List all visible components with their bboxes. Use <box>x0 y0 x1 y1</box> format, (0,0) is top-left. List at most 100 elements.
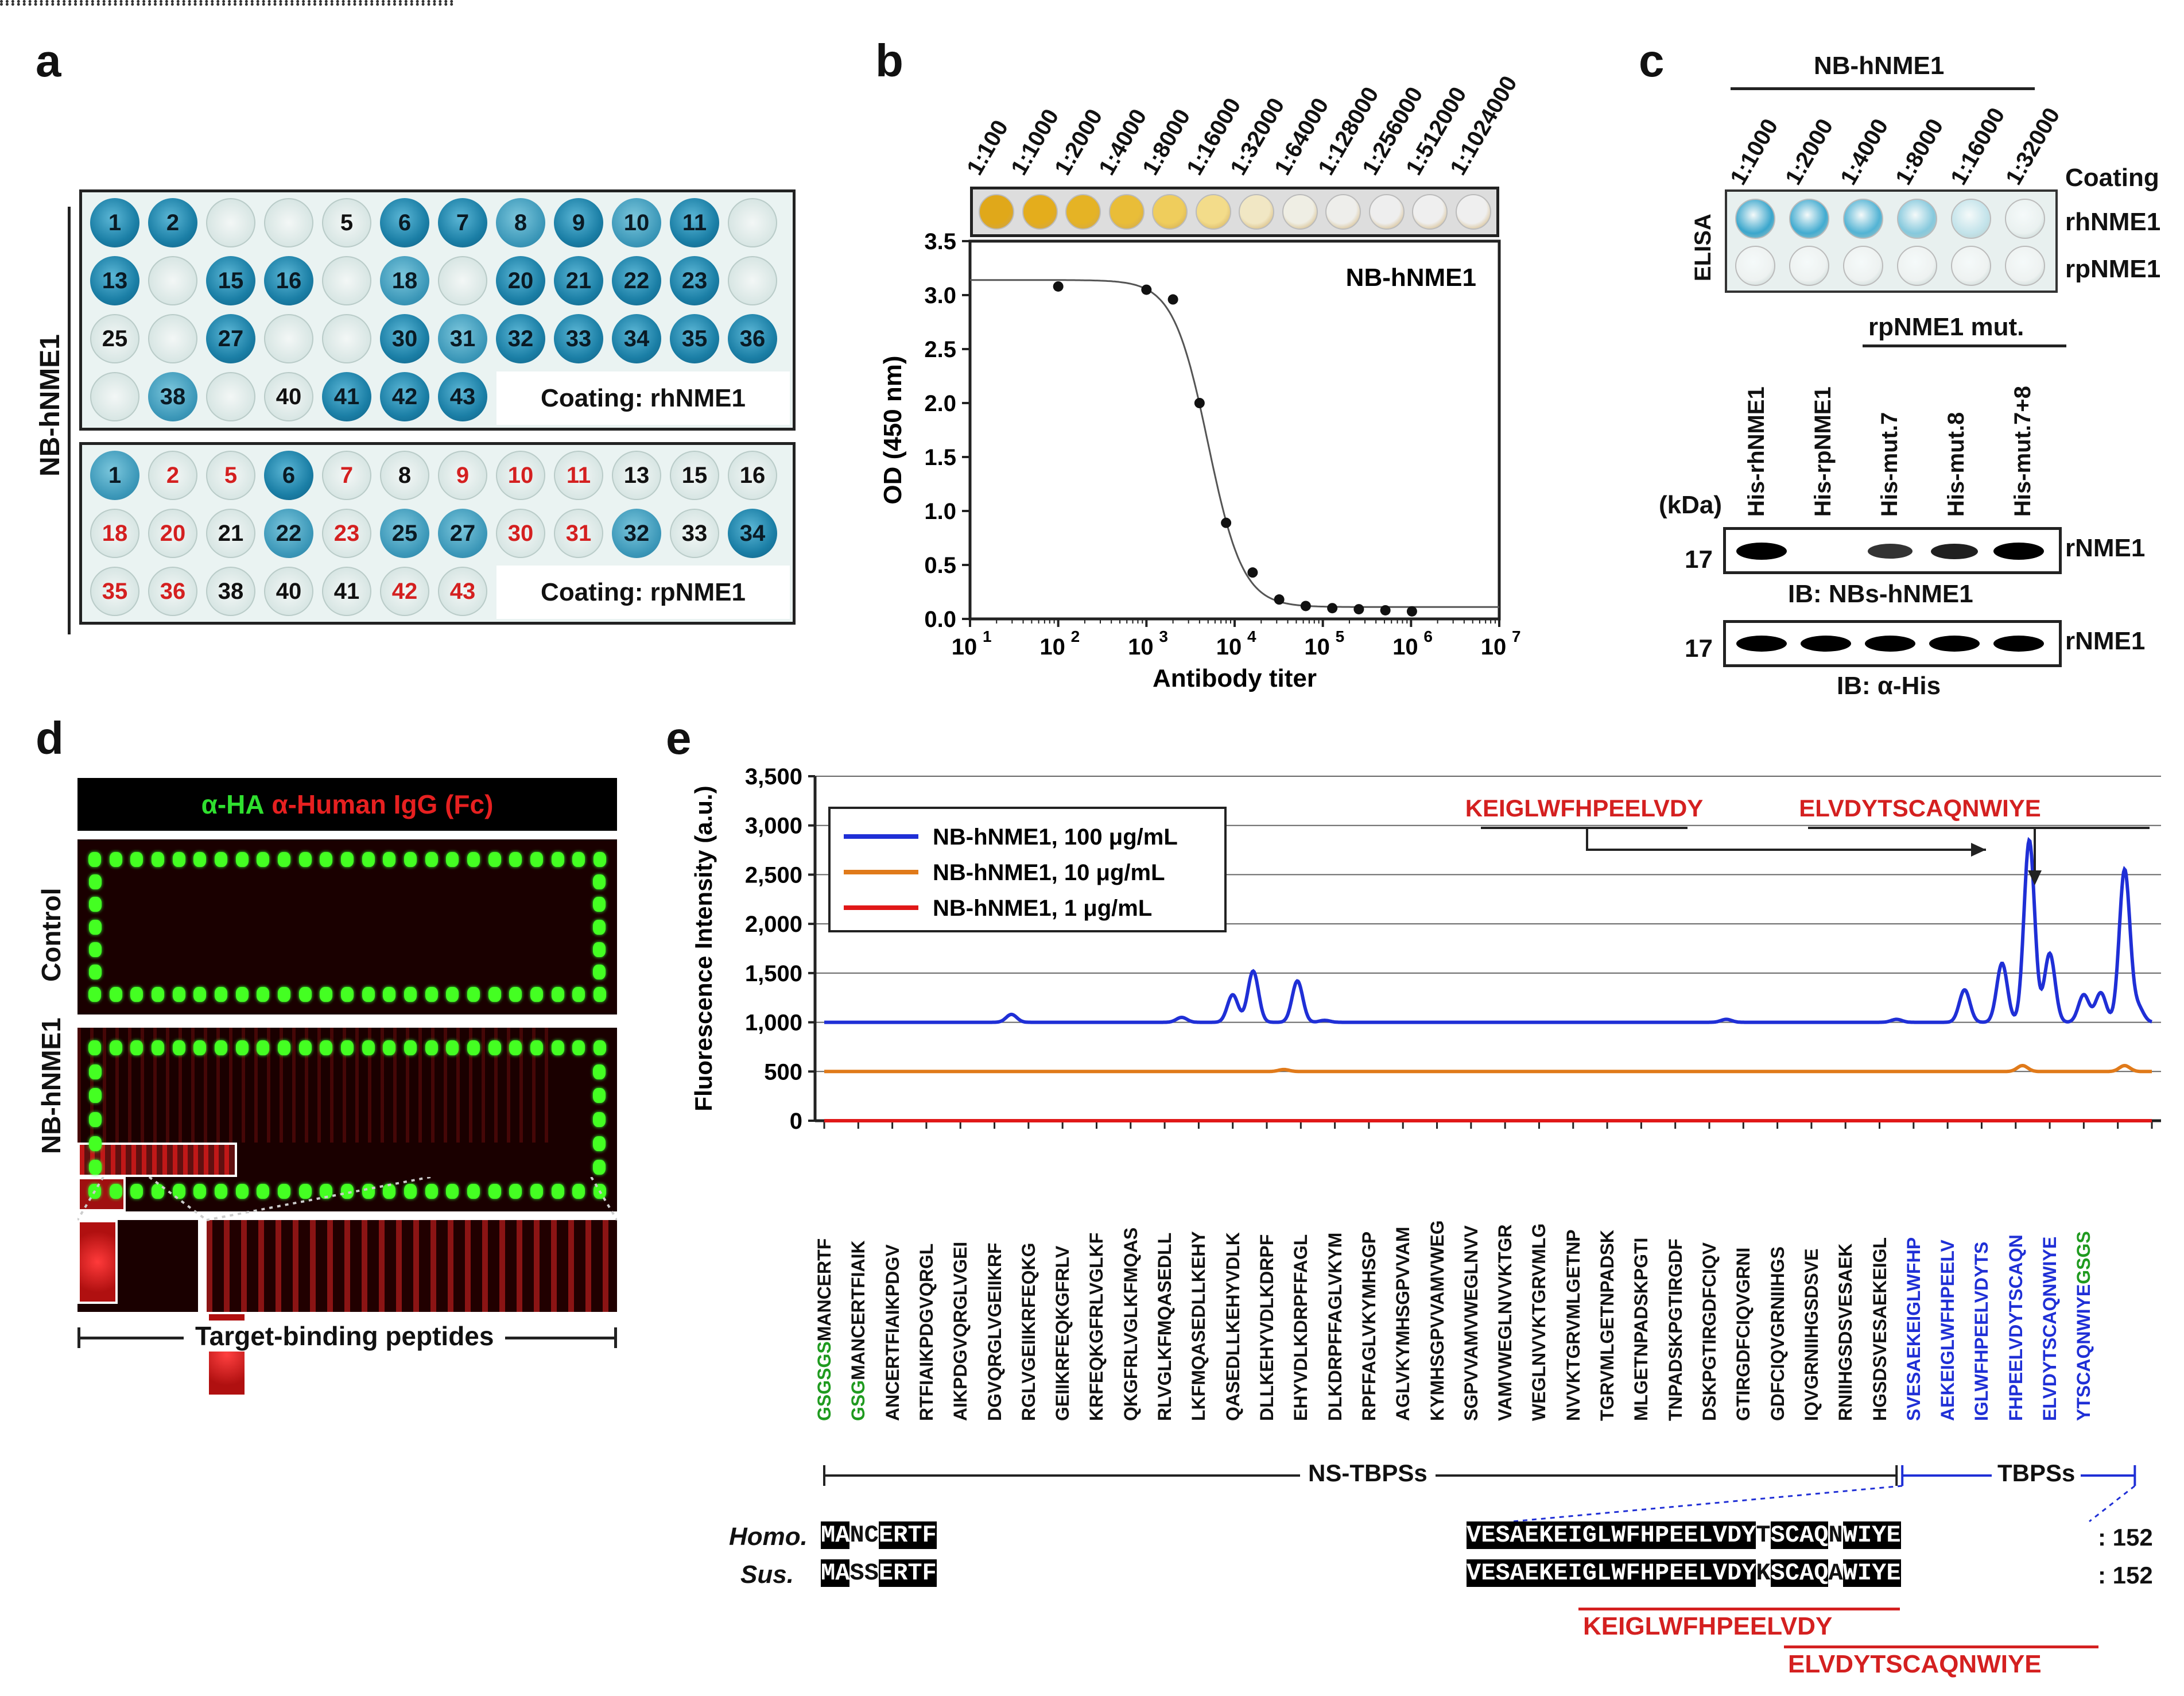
array-spot <box>320 987 333 1002</box>
alignment-right: VESAEKEIGLWFHPEELVDYTSCAQNWIYE <box>1467 1521 1901 1549</box>
elisa-well <box>1951 246 1991 286</box>
plate-well: 38 <box>148 372 197 421</box>
peptide-label: YTSCAQNWIYEGSGS <box>2073 1231 2094 1421</box>
peptide-sequence: IQVGRNIIHGSDSVE <box>1801 1248 1822 1422</box>
alignment-residue: P <box>1654 1521 1670 1549</box>
panel-c-mut-group-label: rpNME1 mut. <box>1868 313 2024 341</box>
array-spot <box>425 852 438 867</box>
peptide-sequence: GEIIKRFEQKGFRLV <box>1052 1245 1073 1421</box>
peptide-label: DLKDRPFFAGLVKYM <box>1325 1233 1346 1421</box>
peptide-label: VAMVWEGLNVVKTGR <box>1495 1224 1516 1421</box>
peptide-label: ELVDYTSCAQNWIYE <box>2039 1237 2061 1421</box>
array-spot <box>593 942 606 957</box>
peptide-sequence: ELVDYTSCAQNWIYE <box>2039 1236 2061 1421</box>
plate-well: 11 <box>554 451 603 500</box>
array-spot <box>235 852 249 867</box>
plate-well <box>322 256 371 305</box>
y-tick-label: 1,500 <box>745 961 802 986</box>
plate-well: 31 <box>438 314 487 363</box>
plate-well <box>148 256 197 305</box>
y-tick-label: 1,000 <box>745 1010 802 1036</box>
panel-c-blot-nbs <box>1723 527 2062 574</box>
legend-entry: NB-hNME1, 10 μg/mL <box>933 860 1165 885</box>
panel-c-group-label: NB-hNME1 <box>1814 52 1945 80</box>
plate-well: 18 <box>380 256 429 305</box>
peptide-label: DGVQRGLVGEIIKRF <box>984 1242 1006 1421</box>
plate-well <box>322 314 371 363</box>
panel-c-kda-label: (kDa) <box>1659 491 1723 519</box>
alignment-residue: R <box>893 1559 908 1587</box>
x-tick-label: 10 <box>1128 634 1154 660</box>
array-spot <box>362 987 375 1002</box>
peptide-sequence: QKGFRLVGLKFMQAS <box>1120 1227 1141 1421</box>
alignment-residue: E <box>1481 1521 1496 1549</box>
peptide-sequence: FHPEELVDYTSCAQN <box>2005 1234 2026 1421</box>
peptide-label: IQVGRNIIHGSDSVE <box>1801 1249 1822 1422</box>
plate-well: 32 <box>496 314 545 363</box>
peptide-sequence: RTFIAIKPDGVQRGL <box>916 1243 937 1421</box>
plate-well: 30 <box>496 509 545 558</box>
peptide-label: MLGETNPADSKPGTI <box>1631 1238 1652 1421</box>
array-spot <box>193 1184 207 1199</box>
array-spot <box>215 1040 227 1055</box>
plate-well <box>728 198 777 247</box>
x-tick-exponent: 4 <box>1247 628 1256 645</box>
array-spot <box>298 852 312 867</box>
peptide-sequence: NVVKTGRVMLGETNP <box>1562 1229 1584 1421</box>
panel-c-mut-rule <box>1863 344 2066 347</box>
array-spot <box>193 852 207 867</box>
plate-well: 10 <box>496 451 545 500</box>
dilution-label: 1:8000 <box>1891 114 1949 189</box>
elisa-well <box>1735 246 1775 286</box>
dilution-label: 1:100 <box>962 115 1014 180</box>
panel-c-ib2-label: IB: α-His <box>1837 672 1941 700</box>
array-spot <box>593 1040 606 1055</box>
array-spot <box>89 1112 102 1127</box>
peptide-label: RTFIAIKPDGVQRGL <box>916 1244 937 1421</box>
plate-well: 43 <box>438 372 487 421</box>
dilution-label: 1:1000 <box>1725 114 1783 189</box>
y-tick-label: 3.5 <box>924 230 956 254</box>
alignment-left: MANCERTF <box>821 1521 937 1549</box>
panel-d-caption-tick-r <box>614 1327 617 1348</box>
array-spot <box>235 987 249 1002</box>
peptide-linker: GSGS <box>2073 1231 2094 1284</box>
array-spot <box>109 1040 122 1055</box>
strip-well <box>1152 194 1188 230</box>
array-spot <box>341 852 354 867</box>
array-spot <box>89 874 102 890</box>
peptide-sequence: DSKPGTIRGDFCIQV <box>1699 1242 1720 1421</box>
alignment-residue: E <box>878 1559 894 1587</box>
elisa-well <box>1897 246 1937 286</box>
alignment-residue: M <box>821 1521 836 1549</box>
panel-e-epitope2-bottom: ELVDYTSCAQNWIYE <box>1788 1650 2042 1678</box>
y-tick-label: 0 <box>790 1109 802 1134</box>
y-axis-label: OD (450 nm) <box>879 355 907 504</box>
alignment-residue: E <box>1886 1521 1901 1549</box>
alignment-residue: R <box>893 1521 908 1549</box>
blot-band <box>1801 636 1851 652</box>
elisa-plate-rhnme1: 1 2 5 6 7 8 9 10 11 13 15 16 18 20 21 22 23 25 27 30 31 32 33 3… <box>79 189 796 431</box>
array-spot <box>509 987 522 1002</box>
y-tick-label: 2,000 <box>745 912 802 937</box>
array-spot <box>278 1184 290 1199</box>
peptide-label: HGSDSVESAEKEIGL <box>1869 1237 1891 1421</box>
array-spot <box>215 852 227 867</box>
y-axis-label: Fluorescence Intensity (a.u.) <box>690 785 717 1111</box>
chart-title: NB-hNME1 <box>1346 264 1476 292</box>
tb-zoom-line <box>2089 1485 2136 1523</box>
array-spot <box>383 1040 396 1055</box>
array-spot <box>467 1184 480 1199</box>
alignment-residue: C <box>1785 1559 1800 1587</box>
panel-label-a: a <box>36 35 61 86</box>
peptide-sequence: RNIIHGSDSVESAEK <box>1835 1243 1856 1421</box>
alignment-residue: P <box>1654 1559 1670 1587</box>
plate-well: 35 <box>670 314 719 363</box>
plate-well: 9 <box>438 451 487 500</box>
array-spot <box>404 1040 417 1055</box>
peptide-label: GSGMANCERTFIAIK <box>848 1240 869 1421</box>
array-spot <box>488 852 501 867</box>
array-spot <box>425 987 438 1002</box>
plate-well: 1 <box>90 451 139 500</box>
array-spot <box>152 1184 164 1199</box>
